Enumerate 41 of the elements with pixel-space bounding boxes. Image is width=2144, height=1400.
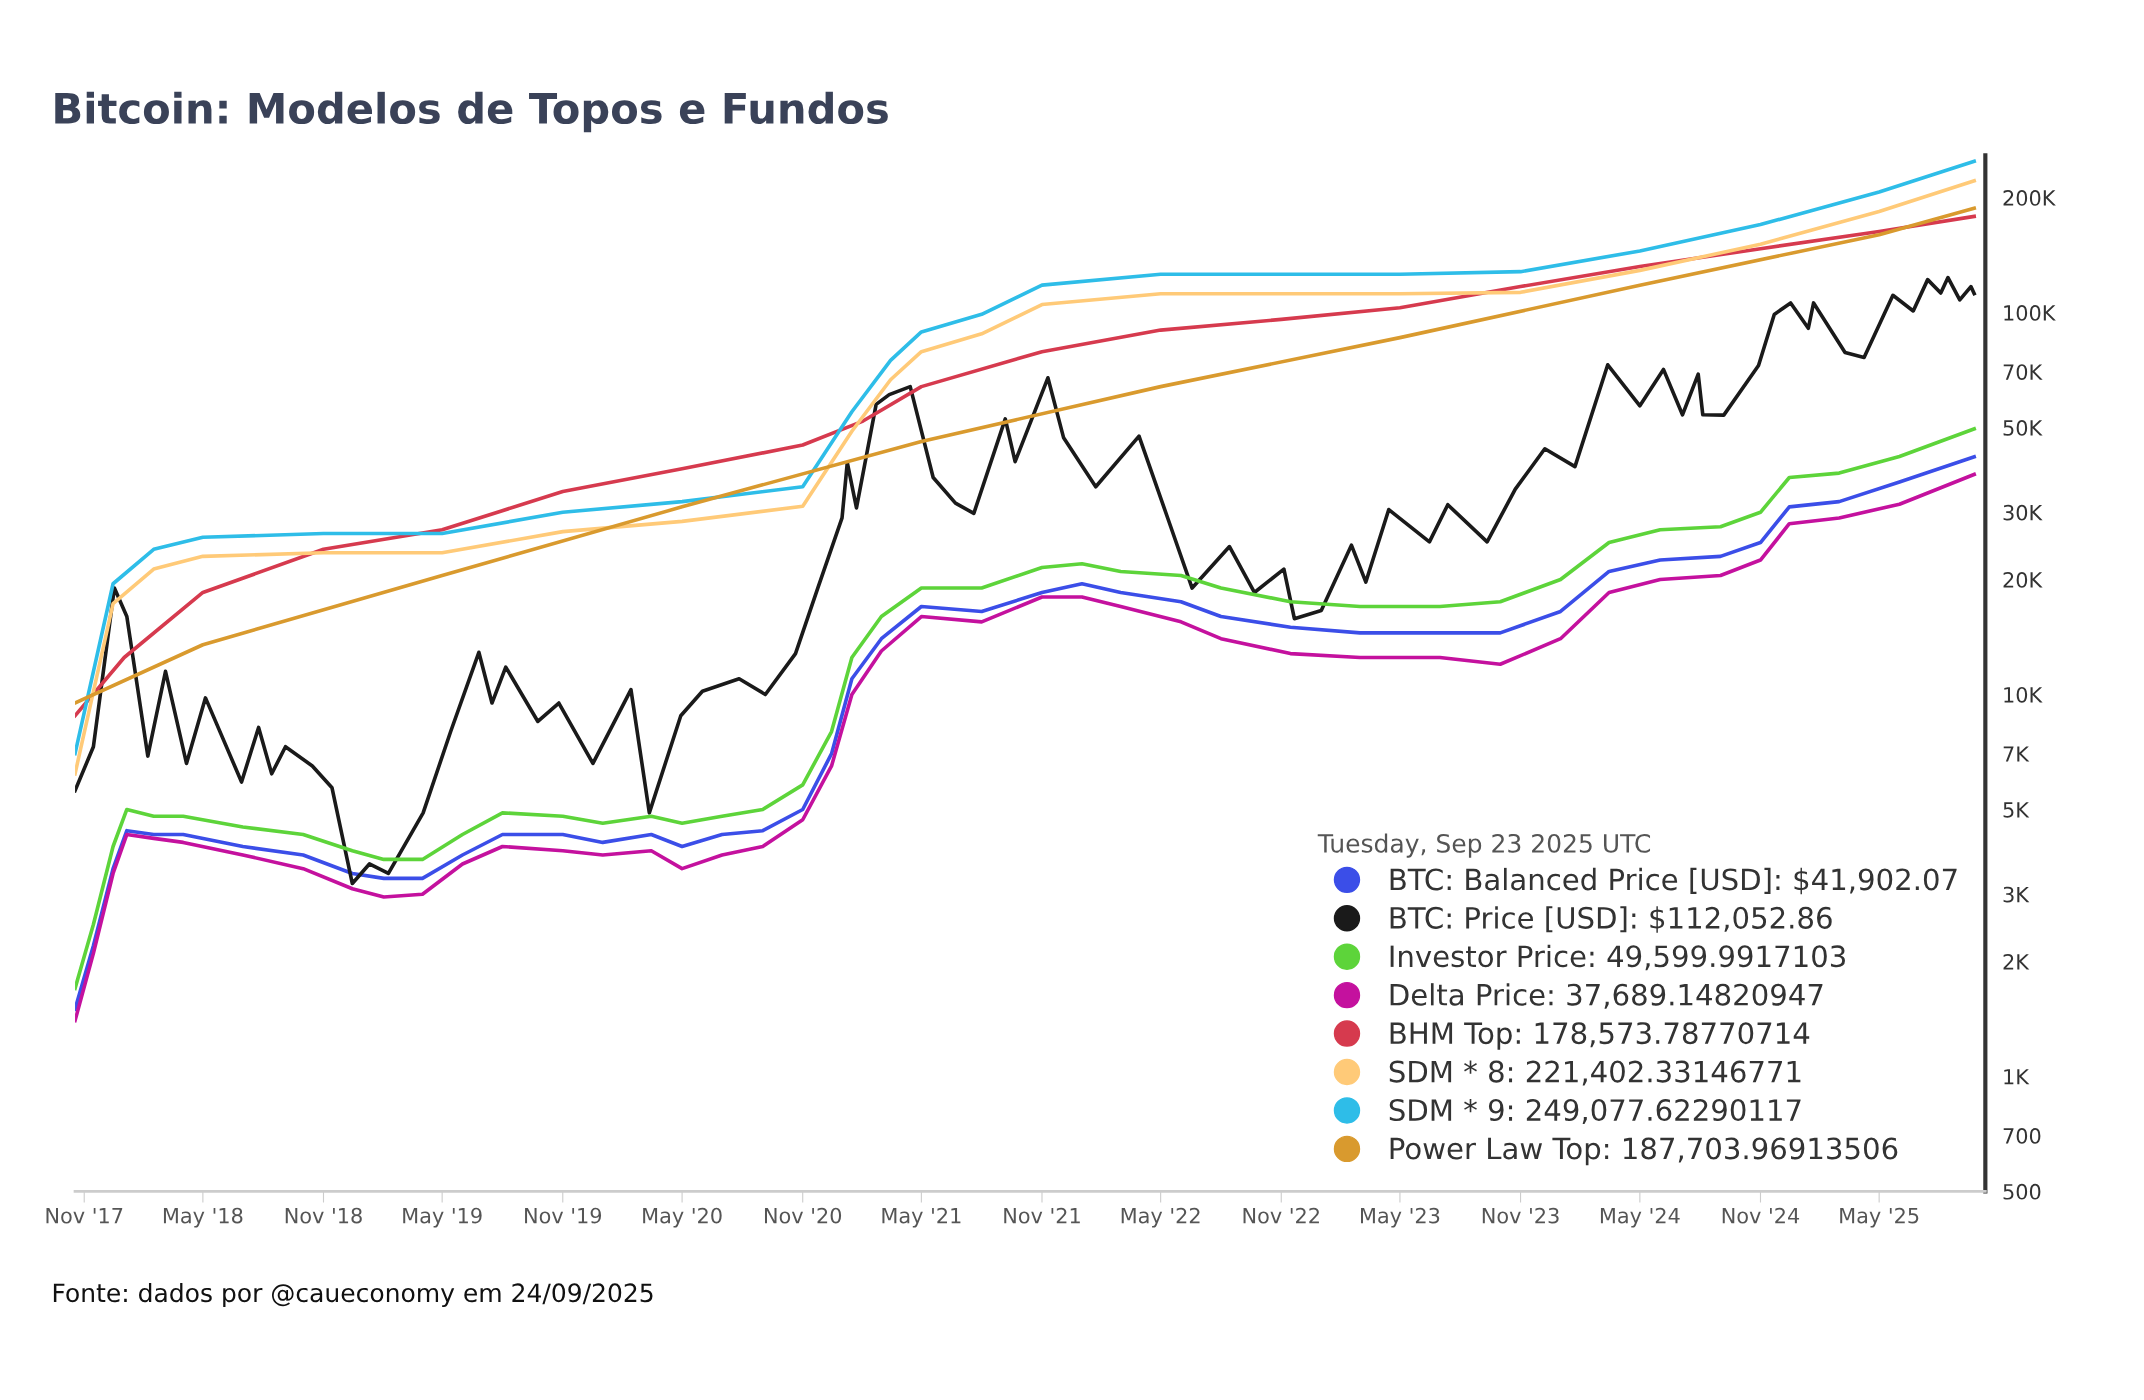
x-tick-label: May '23 — [1361, 1207, 1440, 1228]
x-tick-label: Nov '24 — [1722, 1207, 1800, 1224]
x-tick-label: Nov '18 — [285, 1207, 362, 1224]
x-tick-label: Nov '20 — [765, 1207, 842, 1224]
legend-label: SDM * 8: 221,402.33146771 — [1389, 1060, 1801, 1086]
x-tick-label: May '22 — [1121, 1207, 1200, 1228]
x-tick-label: Nov '21 — [1004, 1207, 1080, 1224]
legend-title: Tuesday, Sep 23 2025 UTC — [1317, 833, 1651, 858]
legend-label: BTC: Balanced Price [USD]: $41,902.07 — [1390, 867, 1957, 895]
x-tick-label: May '19 — [403, 1207, 482, 1228]
x-tick-label: Nov '23 — [1482, 1207, 1559, 1224]
y-tick-label: 700 — [2003, 1128, 2041, 1144]
y-tick-label: 70K — [2003, 364, 2043, 380]
x-tick-label: May '21 — [882, 1207, 961, 1228]
legend-label: SDM * 9: 249,077.62290117 — [1389, 1099, 1801, 1125]
x-tick-label: Nov '17 — [46, 1208, 123, 1224]
y-tick-label: 5K — [2003, 802, 2030, 818]
y-tick-label: 200K — [2003, 190, 2056, 206]
x-tick-label: May '25 — [1840, 1207, 1919, 1228]
legend-label: Investor Price: 49,599.9917103 — [1390, 944, 1845, 971]
y-tick-label: 3K — [2003, 886, 2030, 903]
y-tick-label: 10K — [2004, 686, 2043, 703]
y-tick-label: 30K — [2003, 504, 2043, 521]
y-tick-label: 1K — [2004, 1069, 2030, 1085]
y-tick-label: 20K — [2003, 572, 2043, 588]
chart-title: Bitcoin: Modelos de Topos e Fundos — [55, 91, 888, 133]
source-note: Fonte: dados por @caueconomy em 24/09/2025 — [53, 1282, 653, 1308]
x-tick-label: May '18 — [163, 1207, 243, 1228]
legend-label: BHM Top: 178,573.78770714 — [1390, 1022, 1810, 1050]
legend-label: BTC: Price [USD]: $112,052.86 — [1390, 906, 1832, 933]
legend-label: Delta Price: 37,689.14820947 — [1390, 983, 1823, 1009]
y-tick-label: 7K — [2003, 746, 2030, 762]
y-tick-label: 2K — [2003, 953, 2030, 970]
x-tick-label: May '24 — [1600, 1207, 1680, 1228]
x-tick-label: Nov '22 — [1243, 1207, 1319, 1224]
x-tick-label: Nov '19 — [525, 1207, 602, 1224]
y-tick-label: 500 — [2003, 1183, 2041, 1200]
y-tick-label: 50K — [2003, 420, 2043, 436]
x-tick-label: May '20 — [643, 1207, 722, 1228]
y-tick-label: 100K — [2004, 305, 2056, 321]
legend-label: Power Law Top: 187,703.96913506 — [1390, 1137, 1898, 1166]
